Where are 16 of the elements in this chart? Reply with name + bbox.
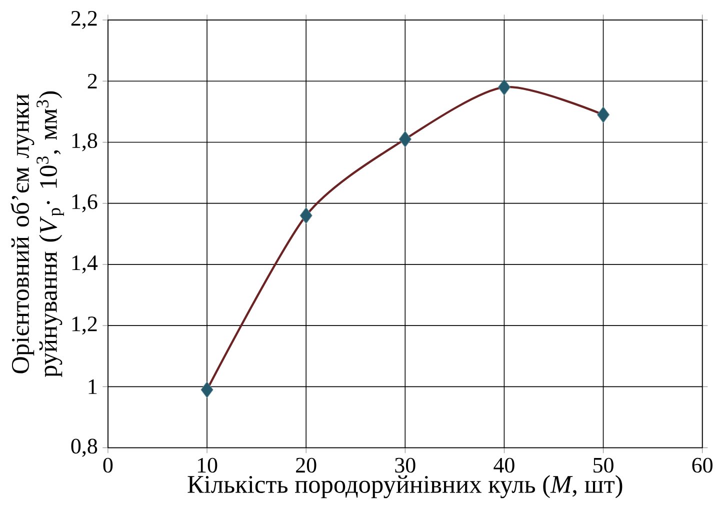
x-tick-label: 40 — [494, 458, 514, 472]
x-tick-label: 0 — [103, 458, 113, 472]
x-tick-label: 50 — [594, 458, 614, 472]
y-tick-label: 1 — [88, 379, 97, 394]
y-tick-label: 2 — [88, 74, 97, 88]
y-tick-label: 1,6 — [72, 194, 98, 212]
x-tick-label: 60 — [692, 458, 712, 472]
y-tick-label: 1,2 — [72, 316, 97, 334]
y-tick-label: 1,4 — [72, 255, 98, 274]
y-tick-label: 1,8 — [72, 133, 98, 152]
x-tick-label: 20 — [296, 458, 316, 472]
y-tick-label: 0,8 — [71, 438, 98, 457]
x-tick-label: 10 — [198, 458, 218, 472]
x-tick-label: 30 — [395, 458, 416, 472]
x-axis-title: Кількість породоруйнівних куль (M, шт) — [188, 474, 622, 498]
y-tick-label: 2,2 — [71, 10, 97, 29]
